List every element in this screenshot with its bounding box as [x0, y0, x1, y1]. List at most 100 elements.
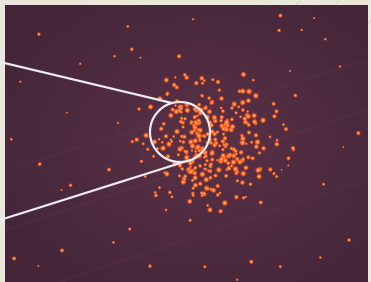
star: [206, 187, 210, 191]
star: [194, 80, 200, 86]
star: [139, 56, 142, 59]
star: [277, 28, 281, 32]
page: (() => { const data = JSON.parse(documen…: [0, 0, 371, 282]
star: [37, 265, 40, 268]
star: [170, 107, 175, 112]
star: [198, 164, 202, 168]
star: [236, 278, 239, 281]
star: [174, 85, 179, 90]
star: [215, 79, 221, 85]
star: [174, 104, 177, 107]
star: [199, 171, 206, 178]
star: [268, 167, 273, 172]
star: [208, 170, 212, 174]
star: [231, 147, 236, 152]
star: [66, 112, 69, 115]
star: [158, 186, 162, 190]
star: [209, 162, 214, 167]
star: [234, 194, 240, 200]
star: [239, 99, 246, 106]
star: [157, 138, 160, 141]
star: [37, 162, 42, 167]
star: [176, 153, 180, 157]
star: [180, 167, 185, 172]
star: [148, 264, 153, 269]
star: [290, 146, 295, 151]
star: [235, 179, 239, 183]
star: [252, 78, 256, 82]
star: [347, 238, 351, 242]
star: [222, 157, 228, 163]
star: [221, 200, 228, 207]
star: [130, 47, 135, 52]
star: [237, 159, 244, 166]
star: [274, 141, 280, 147]
star: [252, 92, 259, 99]
star: [324, 38, 327, 41]
star: [230, 164, 234, 168]
star: [181, 125, 185, 129]
star: [342, 146, 344, 148]
star: [190, 149, 193, 152]
star: [209, 101, 213, 105]
star: [12, 256, 17, 261]
star: [191, 193, 195, 197]
star: [160, 145, 167, 152]
star: [224, 122, 227, 125]
star: [174, 128, 181, 135]
star: [165, 93, 168, 96]
star: [224, 173, 229, 178]
star: [300, 28, 303, 31]
star: [240, 170, 247, 177]
star: [251, 112, 257, 118]
star: [208, 175, 213, 180]
star: [191, 186, 195, 190]
star: [68, 183, 72, 187]
star: [211, 187, 217, 193]
star: [179, 107, 183, 111]
star: [222, 132, 226, 136]
star: [203, 265, 207, 269]
star: [235, 152, 238, 155]
star: [183, 117, 187, 121]
star: [221, 109, 226, 114]
star: [162, 122, 167, 127]
star: [218, 144, 222, 148]
star: [248, 182, 253, 187]
star: [79, 62, 82, 65]
star: [245, 98, 251, 104]
star: [170, 195, 174, 199]
star: [180, 179, 187, 186]
star: [168, 112, 174, 118]
star: [172, 135, 175, 138]
star: [60, 248, 65, 253]
star: [161, 141, 165, 145]
star: [218, 208, 224, 214]
star: [174, 76, 177, 79]
star: [275, 138, 279, 142]
star: [280, 169, 282, 171]
star: [204, 105, 208, 109]
star: [230, 117, 235, 122]
star: [209, 150, 216, 157]
star: [237, 105, 241, 109]
star: [205, 159, 209, 163]
star: [272, 114, 277, 119]
star: [278, 265, 282, 269]
star: [253, 132, 259, 138]
star: [199, 75, 205, 81]
star: [287, 164, 290, 167]
star: [188, 168, 195, 175]
star: [178, 174, 182, 178]
star: [249, 259, 254, 264]
star: [193, 119, 200, 126]
star: [205, 168, 208, 171]
star: [257, 151, 261, 155]
star: [240, 88, 247, 95]
star: [239, 140, 246, 147]
star: [183, 73, 188, 78]
star: [181, 140, 186, 145]
star: [116, 121, 119, 124]
star: [152, 154, 156, 158]
scene: [0, 0, 371, 282]
